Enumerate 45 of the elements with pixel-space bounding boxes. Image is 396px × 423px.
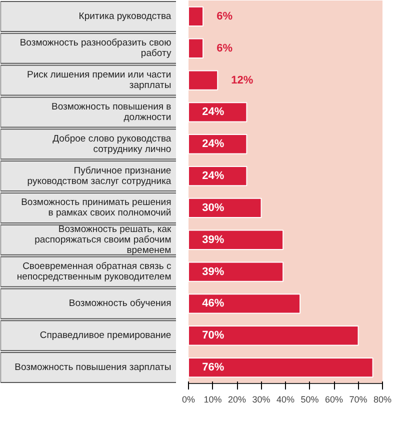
y-tick-label: Публичное признание руководством заслуг сотрудника (27, 165, 172, 187)
data-label: 12% (231, 74, 254, 86)
x-tick-label: 80% (373, 394, 392, 404)
data-label: 24% (202, 106, 224, 118)
x-tick-label: 10% (204, 394, 222, 404)
bar (188, 70, 218, 90)
bar (188, 38, 204, 58)
x-tick-label: 0% (182, 394, 196, 404)
y-tick-label: Возможность обучения (68, 298, 172, 310)
y-tick-label: Справедливое премирование (40, 330, 172, 342)
bar (188, 262, 284, 282)
data-label: 70% (202, 330, 224, 342)
bar (188, 166, 248, 186)
data-label: 39% (202, 234, 224, 246)
x-tick-label: 40% (276, 394, 295, 404)
bar (188, 134, 248, 154)
bar (188, 6, 204, 27)
data-label: 6% (216, 42, 233, 54)
x-tick-label: 50% (300, 394, 319, 404)
x-tick-label: 70% (349, 394, 368, 404)
data-label: 39% (202, 266, 224, 278)
x-tick-label: 20% (228, 394, 246, 404)
bar (188, 294, 301, 314)
data-label: 46% (202, 298, 224, 310)
bar (188, 102, 248, 122)
y-tick-label: Своевременная обратная связь с непосредственным руководителем (16, 261, 172, 283)
bar (188, 198, 262, 218)
y-tick-label: Возможность разнообразить свою работу (20, 38, 172, 60)
bar (188, 357, 374, 378)
data-label: 24% (202, 170, 224, 182)
y-tick-label: Критика руководства (78, 10, 172, 22)
data-label: 76% (202, 362, 224, 374)
x-tick-label: 60% (324, 394, 344, 404)
bar (188, 326, 359, 346)
data-label: 6% (216, 10, 233, 22)
bar (188, 230, 284, 250)
data-label: 24% (202, 138, 224, 150)
x-tick-label: 30% (252, 394, 270, 404)
y-tick-label: Доброе слово руководства сотруднику лично (52, 133, 172, 155)
data-label: 30% (202, 202, 224, 214)
y-tick-label: Возможность повышения зарплаты (14, 362, 172, 374)
y-tick-label: Возможность повышения в должности (51, 101, 172, 123)
y-tick-label: Риск лишения премии или части зарплаты (27, 70, 172, 92)
y-tick-label: Возможность решать, как распоряжаться своим рабочим временем (34, 224, 172, 256)
y-tick-label: Возможность принимать решения в рамках своих полномочий (21, 197, 172, 219)
